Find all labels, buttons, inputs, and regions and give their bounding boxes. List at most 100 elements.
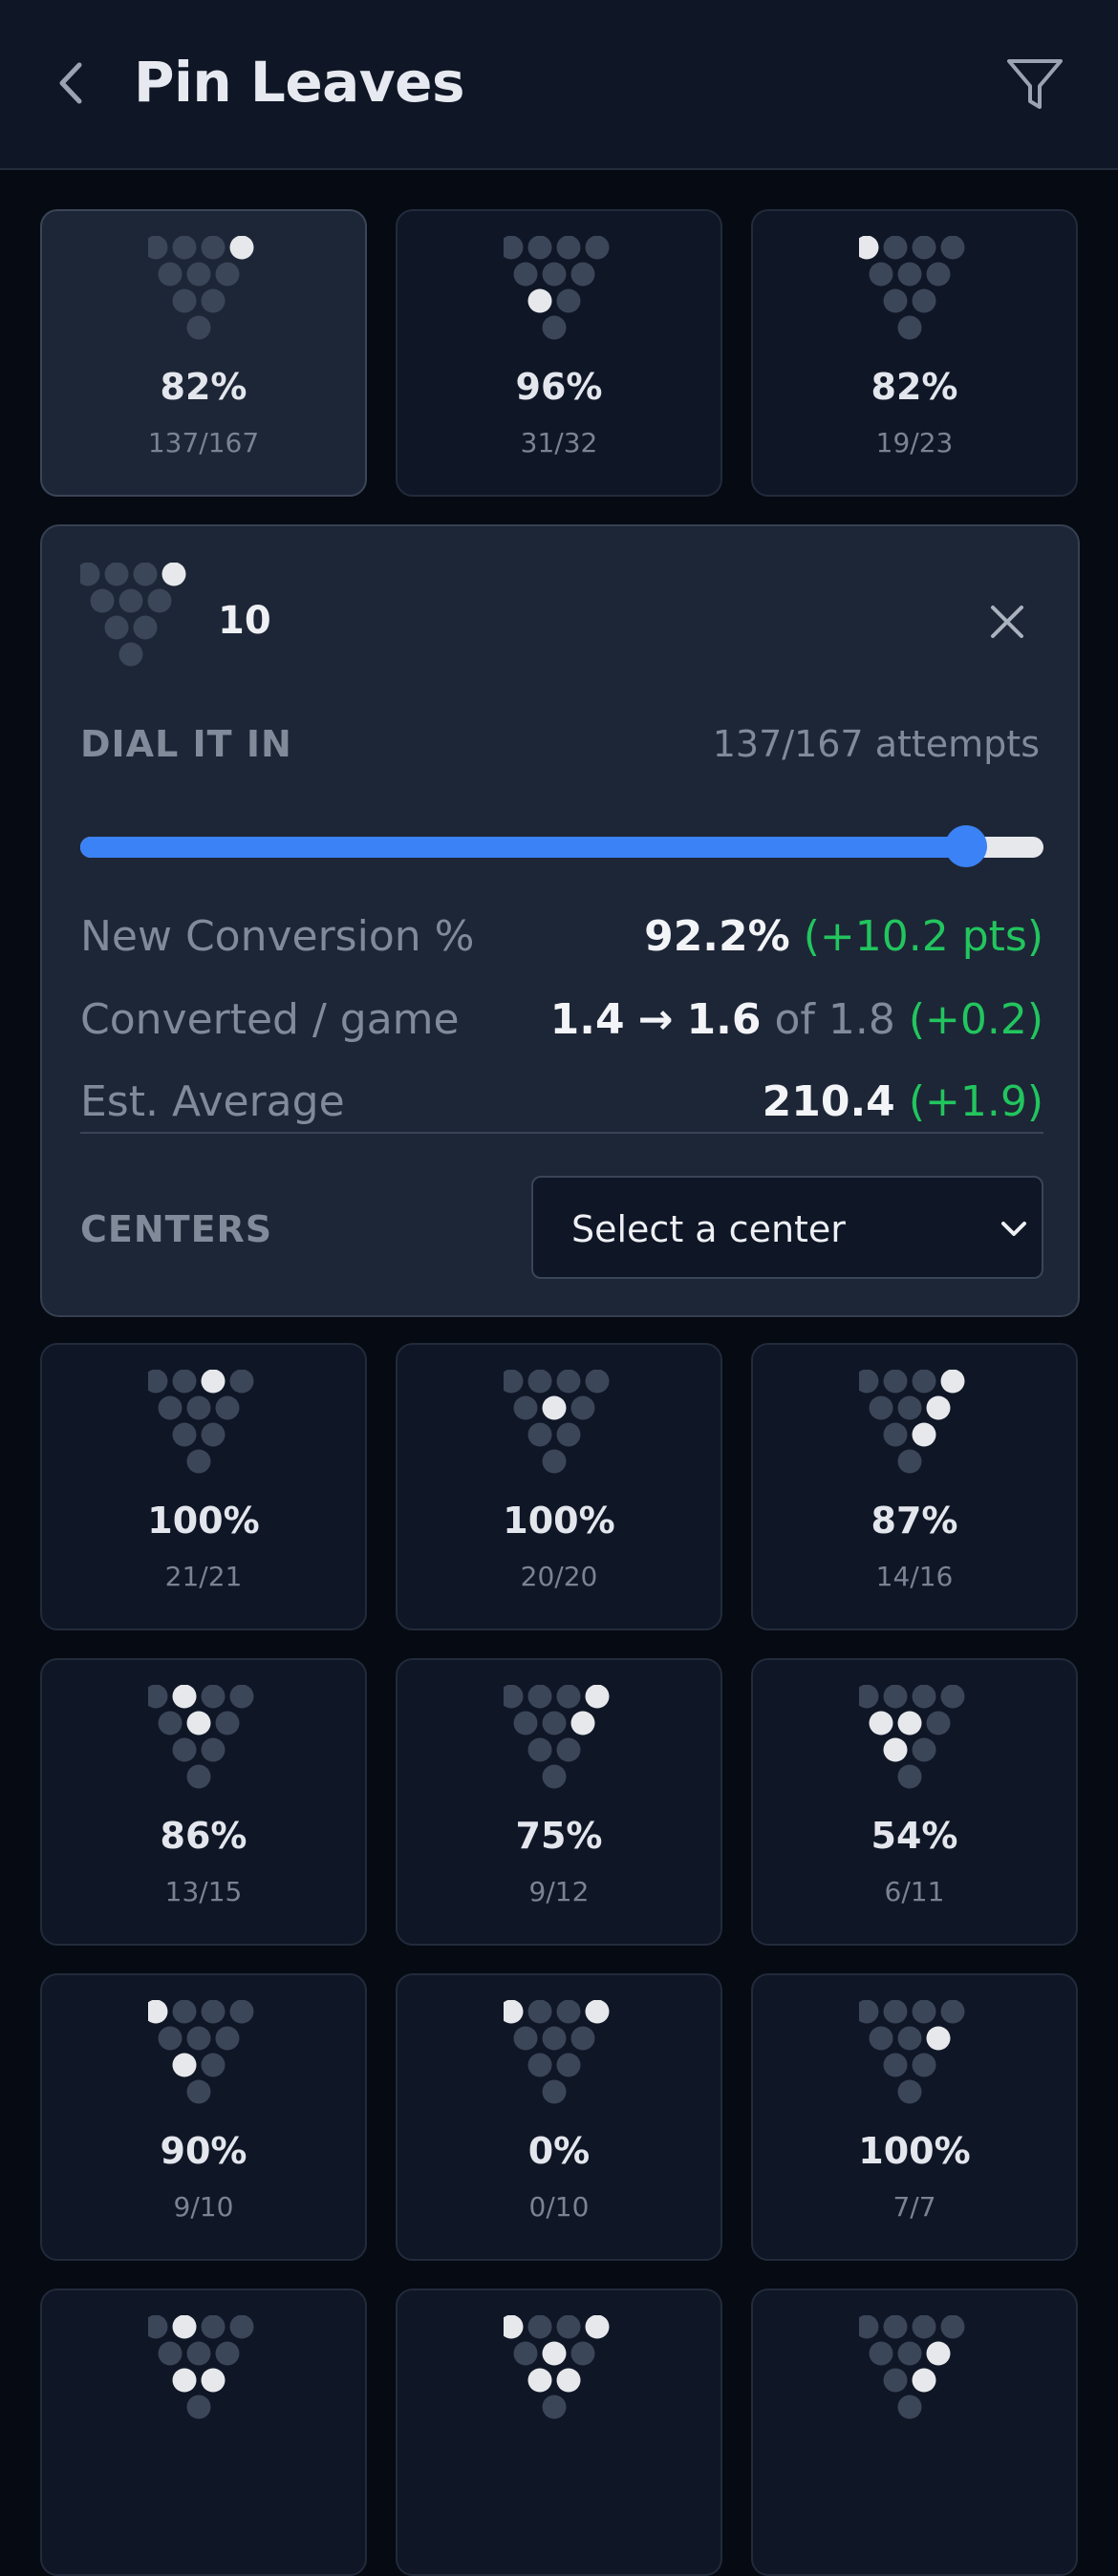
leave-conversion-pct: 90% <box>160 2130 247 2172</box>
new-conversion-label: New Conversion % <box>80 912 475 961</box>
pin-5-standing <box>186 1711 211 1735</box>
app-header: Pin Leaves <box>0 0 1118 170</box>
pin-5-down <box>186 2341 211 2366</box>
leave-conversion-pct: 54% <box>871 1815 958 1857</box>
pin-10-down <box>940 1685 965 1709</box>
leave-card[interactable]: 96% 31/32 <box>396 209 722 497</box>
conversion-slider[interactable] <box>80 825 1043 867</box>
leave-conversion-count: 20/20 <box>520 1561 598 1592</box>
pin-5-down <box>897 2341 922 2366</box>
pin-2-down <box>527 2053 552 2077</box>
pin-1-down <box>542 2395 567 2419</box>
chevron-down-icon <box>1001 1222 1026 1236</box>
pin-4-down <box>158 2026 183 2051</box>
pin-2-down <box>883 2053 908 2077</box>
pin-6-down <box>570 262 595 287</box>
pin-10-down <box>940 2000 965 2024</box>
pin-6-down <box>215 1395 240 1420</box>
converted-delta: (+0.2) <box>908 995 1043 1044</box>
pin-7-down <box>148 1685 168 1709</box>
pin-2-down <box>172 288 197 313</box>
pin-rack <box>504 1370 610 1474</box>
pin-rack <box>504 2315 610 2419</box>
converted-per-game-row: Converted / game 1.4 → 1.6 of 1.8 (+0.2) <box>80 995 1043 1053</box>
est-average-delta: (+1.9) <box>908 1077 1043 1126</box>
centers-label: CENTERS <box>80 1208 273 1250</box>
leave-card[interactable]: 82% 137/167 <box>40 209 367 497</box>
leave-conversion-count: 9/12 <box>528 1876 590 1907</box>
pin-6-down <box>147 588 172 613</box>
pin-8-down <box>527 1370 552 1394</box>
chevron-left-icon[interactable] <box>53 59 91 107</box>
pin-8-down <box>527 2000 552 2024</box>
leave-card[interactable] <box>40 2289 367 2576</box>
pin-2-down <box>883 2368 908 2393</box>
pin-9-down <box>556 2315 581 2339</box>
leave-card[interactable]: 100% 7/7 <box>751 1973 1078 2261</box>
pin-3-down <box>201 1737 226 1762</box>
pin-10-standing <box>585 2000 610 2024</box>
attempts-count: 137/167 attempts <box>712 723 1040 765</box>
pin-10-down <box>229 2000 254 2024</box>
pin-9-down <box>201 2000 226 2024</box>
pin-1-down <box>542 1764 567 1789</box>
pin-8-down <box>883 2315 908 2339</box>
leave-card[interactable] <box>396 2289 722 2576</box>
pin-7-down <box>80 563 100 586</box>
leave-card[interactable] <box>751 2289 1078 2576</box>
pin-5-down <box>897 1395 922 1420</box>
pin-1-down <box>186 2395 211 2419</box>
pin-8-down <box>527 1685 552 1709</box>
leave-card[interactable]: 100% 20/20 <box>396 1343 722 1630</box>
pin-6-down <box>215 1711 240 1735</box>
detail-pin-rack <box>80 563 186 667</box>
pin-5-down <box>186 2026 211 2051</box>
leave-conversion-pct: 86% <box>160 1815 247 1857</box>
pin-9-standing <box>201 1370 226 1394</box>
filter-icon[interactable] <box>1005 57 1064 113</box>
leave-card[interactable]: 87% 14/16 <box>751 1343 1078 1630</box>
pin-9-down <box>556 236 581 260</box>
leave-card[interactable]: 54% 6/11 <box>751 1658 1078 1946</box>
est-average-value: 210.4 (+1.9) <box>763 1077 1043 1126</box>
divider <box>80 1132 1043 1134</box>
pin-4-down <box>158 1395 183 1420</box>
pin-8-down <box>883 1370 908 1394</box>
new-conversion-delta: (+10.2 pts) <box>803 912 1043 961</box>
leave-conversion-count: 137/167 <box>147 427 260 458</box>
pin-3-down <box>912 1737 936 1762</box>
leave-card[interactable]: 100% 21/21 <box>40 1343 367 1630</box>
pin-rack <box>148 1685 254 1789</box>
pin-9-down <box>133 563 158 586</box>
leave-card[interactable]: 82% 19/23 <box>751 209 1078 497</box>
close-icon[interactable] <box>988 603 1026 641</box>
pin-4-down <box>513 2026 538 2051</box>
pin-1-down <box>897 1449 922 1474</box>
pin-3-down <box>201 1422 226 1447</box>
center-select-value: Select a center <box>571 1208 846 1250</box>
pin-5-down <box>118 588 143 613</box>
leave-card[interactable]: 75% 9/12 <box>396 1658 722 1946</box>
new-conversion-pct: 92.2% <box>644 912 790 961</box>
leave-card[interactable]: 86% 13/15 <box>40 1658 367 1946</box>
pin-3-down <box>201 288 226 313</box>
pin-1-down <box>542 1449 567 1474</box>
leave-conversion-pct: 100% <box>147 1500 260 1542</box>
pin-2-standing <box>172 2368 197 2393</box>
pin-7-standing <box>504 2000 524 2024</box>
pin-rack <box>504 2000 610 2104</box>
converted-arrow: → <box>637 995 674 1044</box>
pin-5-down <box>897 2026 922 2051</box>
pin-9-down <box>556 1370 581 1394</box>
slider-thumb[interactable] <box>945 825 988 867</box>
pin-8-down <box>172 1370 197 1394</box>
center-select[interactable]: Select a center <box>531 1176 1043 1279</box>
pin-2-standing <box>527 288 552 313</box>
pin-5-standing <box>542 1395 567 1420</box>
pin-5-down <box>897 262 922 287</box>
pin-7-down <box>859 2000 879 2024</box>
pin-10-down <box>229 1370 254 1394</box>
leave-card[interactable]: 0% 0/10 <box>396 1973 722 2261</box>
leave-card[interactable]: 90% 9/10 <box>40 1973 367 2261</box>
pin-10-down <box>585 1370 610 1394</box>
